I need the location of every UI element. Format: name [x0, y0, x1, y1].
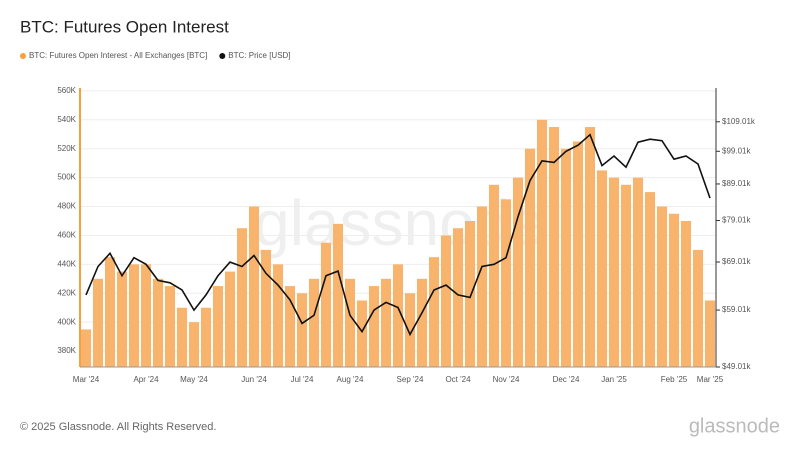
bar: [548, 127, 560, 367]
bar: [512, 177, 524, 367]
x-tick-label: Jul '24: [291, 375, 314, 384]
y-tick-label: 540K: [57, 115, 76, 124]
bar: [248, 206, 260, 367]
bar: [644, 192, 656, 367]
bar: [80, 329, 92, 367]
footer: © 2025 Glassnode. All Rights Reserved.: [20, 421, 216, 433]
bar: [176, 307, 188, 367]
x-tick-label: May '24: [180, 375, 208, 384]
price-line: [85, 133, 711, 337]
bar: [224, 271, 236, 367]
bar: [440, 235, 452, 367]
bar: [296, 293, 308, 367]
bar: [428, 257, 440, 367]
bar: [560, 148, 572, 367]
y2-tick-label: $59.01k: [722, 305, 751, 314]
bar: [416, 278, 428, 367]
y-tick-label: 400K: [57, 317, 76, 326]
bar: [320, 242, 332, 367]
y-tick-label: 520K: [57, 144, 76, 153]
bar: [524, 148, 536, 367]
bar: [332, 223, 344, 367]
bar: [692, 249, 704, 367]
legend-swatch: [219, 53, 226, 59]
y2-tick-label: $49.01k: [722, 362, 751, 371]
bar: [152, 278, 164, 367]
bar: [236, 228, 248, 367]
x-tick-label: Mar '24: [73, 375, 100, 384]
x-tick-label: Jan '25: [601, 375, 627, 384]
bar: [584, 127, 596, 367]
y-tick-label: 440K: [57, 259, 76, 268]
bar: [608, 177, 620, 367]
bar: [356, 300, 368, 367]
x-tick-label: Feb '25: [661, 375, 688, 384]
bar: [476, 206, 488, 367]
bar: [344, 278, 356, 367]
legend-label: BTC: Futures Open Interest - All Exchang…: [29, 51, 207, 60]
legend-swatch: [20, 53, 26, 59]
x-tick-label: Mar '25: [697, 375, 724, 384]
x-tick-label: Sep '24: [397, 375, 424, 384]
bar: [620, 184, 632, 367]
y2-tick-label: $99.01k: [722, 146, 751, 155]
bar: [140, 264, 152, 367]
x-tick-label: Aug '24: [337, 375, 364, 384]
x-tick-label: Oct '24: [445, 375, 471, 384]
bar: [464, 220, 476, 367]
bar: [128, 264, 140, 367]
chart-title: BTC: Futures Open Interest: [20, 17, 229, 36]
bar: [536, 119, 548, 368]
x-tick-label: Apr '24: [133, 375, 159, 384]
bar: [92, 278, 104, 367]
bar: [392, 264, 404, 367]
y-tick-label: 420K: [57, 288, 76, 297]
bar: [404, 293, 416, 367]
x-tick-label: Dec '24: [553, 375, 580, 384]
bar: [572, 141, 584, 367]
bar: [680, 220, 692, 367]
bar: [368, 286, 380, 367]
y2-tick-label: $69.01k: [722, 257, 751, 266]
bar: [668, 213, 680, 367]
y-tick-label: 500K: [57, 173, 76, 182]
bar: [500, 199, 512, 367]
bar: [632, 177, 644, 367]
y-tick-label: 560K: [57, 86, 76, 95]
bar: [188, 322, 200, 367]
bar: [260, 249, 272, 367]
bar: [596, 170, 608, 367]
bar: [308, 278, 320, 367]
bar: [212, 286, 224, 367]
bar: [104, 257, 116, 367]
y2-tick-label: $79.01k: [722, 216, 751, 225]
bar: [116, 271, 128, 367]
y2-tick-label: $89.01k: [722, 179, 751, 188]
bar: [272, 264, 284, 367]
y-tick-label: 380K: [57, 346, 76, 355]
bar: [452, 228, 464, 367]
bar: [164, 286, 176, 367]
bar: [704, 300, 716, 367]
legend-label: BTC: Price [USD]: [228, 51, 290, 60]
bar: [380, 278, 392, 367]
bar: [656, 206, 668, 367]
x-tick-label: Nov '24: [493, 375, 520, 384]
bar: [488, 184, 500, 367]
logo: glassnode: [689, 415, 780, 437]
y-tick-label: 460K: [57, 231, 76, 240]
y2-tick-label: $109.01k: [722, 117, 756, 126]
bar: [284, 286, 296, 367]
x-tick-label: Jun '24: [241, 375, 267, 384]
y-tick-label: 480K: [57, 202, 76, 211]
bar: [200, 307, 212, 367]
